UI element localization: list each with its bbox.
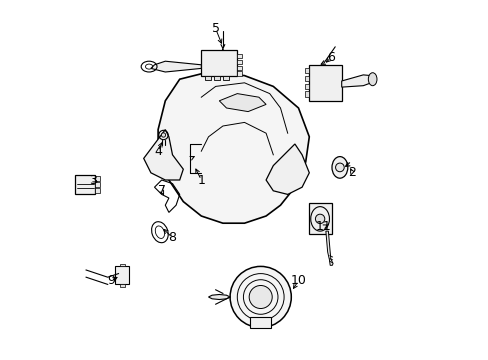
Bar: [305, 76, 308, 81]
Bar: [95, 182, 100, 187]
Ellipse shape: [331, 157, 347, 178]
Polygon shape: [158, 72, 309, 223]
Text: 1: 1: [197, 174, 205, 186]
Ellipse shape: [367, 73, 376, 86]
Bar: [201, 50, 237, 76]
Bar: [95, 188, 100, 193]
Polygon shape: [265, 144, 309, 194]
Circle shape: [315, 214, 324, 224]
Bar: [308, 203, 331, 234]
Polygon shape: [325, 231, 332, 265]
Bar: [95, 176, 100, 181]
Text: 2: 2: [348, 166, 356, 179]
Polygon shape: [219, 94, 265, 112]
Bar: [237, 66, 241, 70]
Bar: [237, 71, 241, 76]
Bar: [120, 264, 124, 266]
Polygon shape: [151, 61, 201, 72]
Text: 5: 5: [211, 22, 219, 35]
Bar: [213, 76, 220, 80]
Bar: [115, 266, 129, 284]
Circle shape: [249, 285, 272, 309]
Bar: [305, 84, 308, 89]
Polygon shape: [341, 75, 370, 87]
Text: 7: 7: [157, 184, 165, 197]
Text: 6: 6: [326, 51, 334, 64]
Bar: [309, 65, 341, 101]
Text: 8: 8: [168, 231, 176, 244]
Circle shape: [161, 133, 165, 137]
Bar: [223, 76, 229, 80]
Circle shape: [335, 163, 344, 172]
Bar: [120, 284, 124, 287]
Text: 10: 10: [290, 274, 306, 287]
Text: 4: 4: [154, 145, 162, 158]
Bar: [305, 91, 308, 97]
Text: 9: 9: [107, 274, 115, 287]
Bar: [237, 54, 241, 58]
Circle shape: [230, 266, 291, 328]
Polygon shape: [208, 294, 230, 300]
Bar: [237, 60, 241, 64]
Polygon shape: [143, 130, 183, 180]
Bar: [75, 175, 95, 194]
Text: 3: 3: [89, 174, 97, 186]
Bar: [204, 76, 211, 80]
Bar: [249, 317, 271, 328]
Text: 11: 11: [315, 220, 331, 233]
Bar: [305, 68, 308, 73]
